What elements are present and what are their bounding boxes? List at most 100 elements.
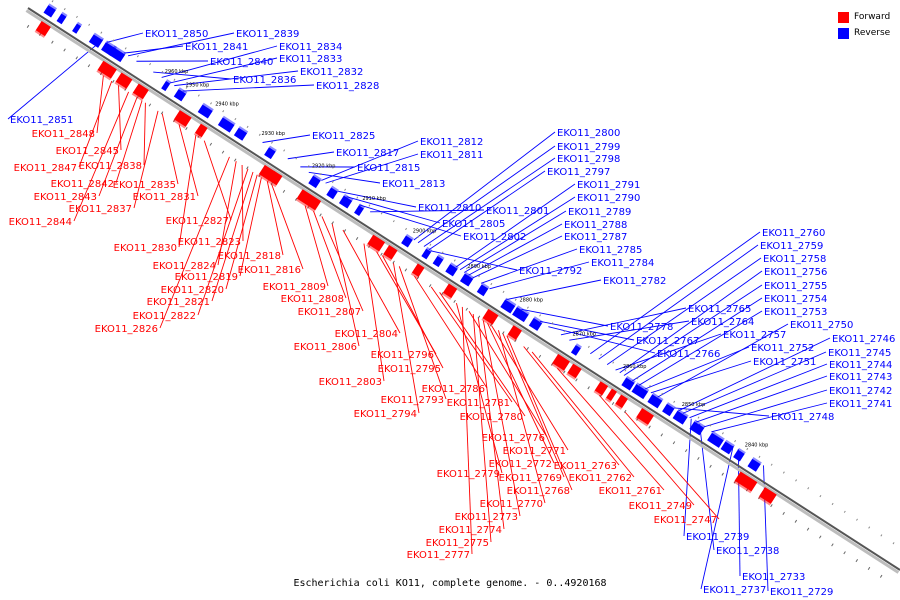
gene-label: EKO11_2784 [489,258,654,290]
gene-label-text: EKO11_2800 [557,128,620,139]
gene-label-text: EKO11_2748 [771,412,834,423]
minor-tick [868,526,871,529]
leader-line [143,102,146,166]
forward-gene [635,407,654,427]
gene-label-text: EKO11_2828 [316,81,379,92]
gene-label-text: EKO11_2837 [69,204,132,215]
minor-tick [221,150,225,154]
legend-forward: Forward [838,9,890,25]
gene-edge [450,262,459,269]
forward-gene [614,394,628,410]
gene-edge [131,92,143,101]
gene-label: EKO11_2839 [127,29,299,57]
gene-label-text: EKO11_2760 [762,228,825,239]
kbp-tick-label: 2890 kbp [467,264,491,270]
gene-body [56,13,67,25]
gene-body [594,381,609,396]
forward-gene [481,308,499,327]
forward-gene [96,60,117,81]
gene-label: EKO11_2808 [281,210,347,305]
gene-label-text: EKO11_2785 [579,245,642,256]
minor-tick [855,559,859,563]
minor-tick [563,330,566,333]
minor-tick [807,487,810,490]
gene-label-text: EKO11_2820 [161,285,224,296]
gene-label: EKO11_2826 [95,156,230,335]
minor-tick [490,282,493,286]
gene-label-text: EKO11_2802 [463,232,526,243]
gene-label-text: EKO11_2756 [764,267,827,278]
leader-line [696,375,828,423]
leader-line [632,297,763,382]
gene-body [338,195,353,209]
gene-edge [593,390,603,398]
reverse-gene [233,126,249,141]
leader-line [644,346,750,390]
kbp-tick-label: 2930 kbp [261,131,285,137]
leader-line [703,389,828,428]
gene-label: EKO11_2755 [623,281,827,376]
gene-label-text: EKO11_2788 [564,220,627,231]
gene-body [132,83,149,100]
leader-line [197,168,249,316]
leader-line [304,205,329,287]
minor-tick [648,425,651,429]
gene-label: EKO11_2850 [106,29,208,43]
gene-body [507,325,522,340]
gene-label-text: EKO11_2761 [599,486,662,497]
gene-label-text: EKO11_2737 [703,585,766,596]
forward-gene [267,170,283,188]
leader-line [370,209,485,213]
gene-body [567,363,582,379]
leader-line [482,320,521,517]
minor-tick [234,117,237,121]
minor-tick [587,345,590,348]
minor-tick [758,496,761,500]
leader-line [556,367,665,491]
gene-label-text: EKO11_2810 [418,203,481,214]
minor-tick [795,479,798,482]
gene-label: EKO11_2844 [9,91,130,228]
gene-label: EKO11_2809 [263,205,329,293]
gene-label-text: EKO11_2815 [357,163,420,174]
minor-tick [331,221,334,225]
gene-label: EKO11_2835 [113,113,179,191]
leader-line [428,170,546,251]
leader-line [203,140,232,221]
gene-body [35,20,51,37]
kbp-tick-label: 2940 kbp [215,101,239,107]
minor-tick [209,142,213,146]
gene-label-text: EKO11_2843 [34,192,97,203]
gene-label-text: EKO11_2778 [610,322,673,333]
gene-label: EKO11_2749 [598,394,695,512]
leader-line [96,75,104,134]
kbp-tick-label: 2900 kbp [413,229,437,235]
minor-tick [428,284,432,288]
leader-line [321,140,419,181]
gene-body [401,235,413,248]
gene-label: EKO11_2746 [678,334,895,412]
gene-label: EKO11_2792 [430,250,582,277]
leader-line [468,311,548,438]
gene-label: EKO11_2756 [619,267,827,374]
gene-label-text: EKO11_2738 [716,546,779,557]
gene-edge [711,431,725,441]
gene-label: EKO11_2800 [413,128,620,241]
leader-line [548,326,656,354]
reverse-gene [108,45,127,63]
gene-label-text: EKO11_2772 [489,459,552,470]
gene-label: EKO11_2777 [407,306,473,561]
gene-edge [313,173,322,181]
gene-label: EKO11_2819 [175,177,262,283]
gene-label: EKO11_2762 [531,351,635,484]
minor-tick [392,220,395,223]
leader-line [569,320,690,341]
leader-line [487,323,555,464]
gene-label-text: EKO11_2821 [147,297,210,308]
gene-label: EKO11_2763 [523,346,620,472]
gene-edge [652,392,664,401]
minor-tick [636,377,639,380]
gene-edge [437,254,445,260]
gene-label-text: EKO11_2813 [382,179,445,190]
minor-tick [100,31,103,34]
